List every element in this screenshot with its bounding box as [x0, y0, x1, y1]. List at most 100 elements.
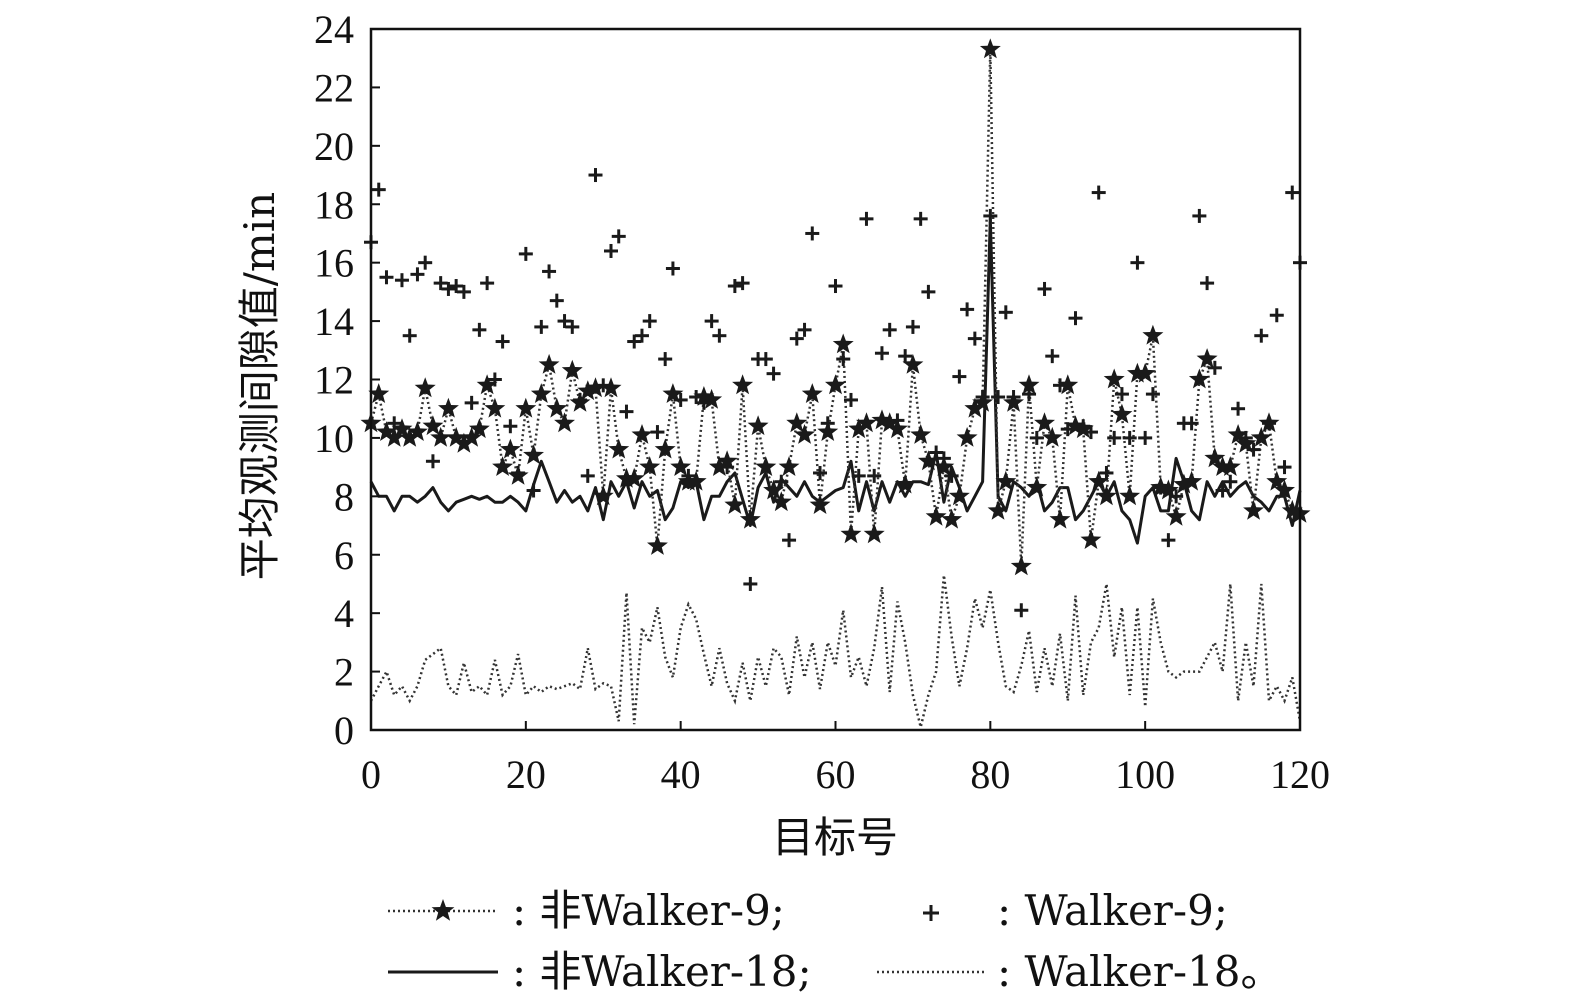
plus-marker [1060, 422, 1075, 437]
star-marker [616, 467, 637, 488]
plus-marker [394, 273, 409, 288]
plus-marker [1006, 390, 1021, 405]
plus-marker [1037, 281, 1052, 296]
plus-marker [890, 413, 905, 428]
plus-marker [1045, 349, 1060, 364]
plus-marker [960, 302, 975, 317]
plus-marker [402, 328, 417, 343]
star-marker [856, 412, 877, 433]
plus-marker [712, 328, 727, 343]
x-tick-label: 100 [1115, 752, 1175, 797]
star-marker [376, 421, 397, 441]
x-tick-label: 120 [1270, 752, 1330, 797]
plus-marker [495, 334, 510, 349]
star-marker [1034, 412, 1055, 433]
plus-marker [805, 226, 820, 241]
star-marker [941, 508, 963, 529]
star-marker [608, 438, 630, 459]
plus-marker [851, 468, 866, 483]
plus-marker [573, 392, 588, 407]
star-marker [476, 374, 498, 395]
plus-marker [511, 465, 526, 480]
plus-marker [1022, 387, 1037, 402]
y-tick-label: 4 [334, 591, 354, 636]
star-marker [1219, 456, 1241, 476]
legend-item: : 非Walker-9; [388, 886, 785, 935]
plus-marker [1153, 480, 1168, 495]
y-tick-label: 8 [334, 474, 354, 519]
plus-marker [534, 319, 549, 334]
star-marker [817, 421, 839, 441]
plus-marker [1099, 465, 1114, 480]
plus-marker [425, 454, 440, 469]
plus-marker [952, 369, 967, 384]
plus-marker [1083, 425, 1098, 440]
plus-marker [371, 182, 386, 197]
star-marker [894, 473, 916, 494]
star-marker [747, 415, 769, 436]
star-marker [1196, 348, 1218, 368]
star-marker [902, 353, 924, 374]
plus-marker [1014, 603, 1029, 618]
x-axis-title: 目标号 [772, 813, 898, 862]
star-marker [538, 353, 560, 374]
legend: : 非Walker-9;: Walker-9;: 非Walker-18;: Wa… [388, 886, 1283, 996]
plus-marker [1068, 311, 1083, 326]
star-marker [825, 374, 846, 395]
star-marker [1134, 362, 1156, 383]
plus-marker [1145, 387, 1160, 402]
plus-marker [588, 168, 603, 183]
star-marker [399, 426, 421, 447]
star-marker [863, 523, 885, 544]
star-marker [964, 397, 986, 418]
plus-marker [1053, 378, 1068, 393]
plus-marker [565, 319, 580, 334]
plus-marker [410, 267, 425, 282]
star-marker [1119, 485, 1141, 506]
star-marker [1103, 368, 1125, 389]
y-axis-title: 平均观测间隙值/min [235, 192, 284, 580]
plus-marker [580, 468, 595, 483]
plus-marker [542, 264, 557, 279]
plus-marker [665, 261, 680, 276]
star-marker [592, 485, 614, 506]
plus-marker [634, 328, 649, 343]
star-marker [1088, 470, 1110, 491]
star-marker [1080, 529, 1102, 549]
star-marker [515, 397, 537, 418]
star-marker [1041, 426, 1063, 447]
series-1 [364, 168, 1307, 618]
plus-marker [983, 208, 998, 223]
star-marker [523, 444, 544, 465]
plus-marker [813, 465, 828, 480]
star-marker [492, 456, 514, 476]
star-marker [600, 377, 622, 398]
star-marker [956, 426, 978, 447]
plus-marker [1262, 416, 1277, 431]
plus-marker [867, 468, 882, 483]
y-tick-label: 18 [314, 182, 354, 227]
star-marker [910, 424, 932, 444]
plus-marker [1215, 483, 1230, 498]
plus-marker [789, 331, 804, 346]
series-3 [369, 575, 1302, 728]
star-marker [554, 412, 575, 433]
plus-marker [843, 392, 858, 407]
x-tick-label: 20 [506, 752, 546, 797]
y-tick-label: 6 [334, 533, 354, 578]
plus-marker [549, 293, 564, 308]
star-marker [887, 418, 908, 439]
star-marker [1111, 403, 1133, 424]
plus-marker [1122, 430, 1137, 445]
star-marker [468, 418, 490, 439]
star-marker [1018, 374, 1040, 395]
star-marker [1173, 473, 1195, 494]
star-marker [623, 467, 645, 488]
plus-marker [874, 346, 889, 361]
star-marker [422, 415, 444, 436]
star-marker [879, 412, 901, 433]
plus-marker [1231, 401, 1246, 416]
star-marker [871, 409, 893, 430]
plus-marker [828, 279, 843, 294]
